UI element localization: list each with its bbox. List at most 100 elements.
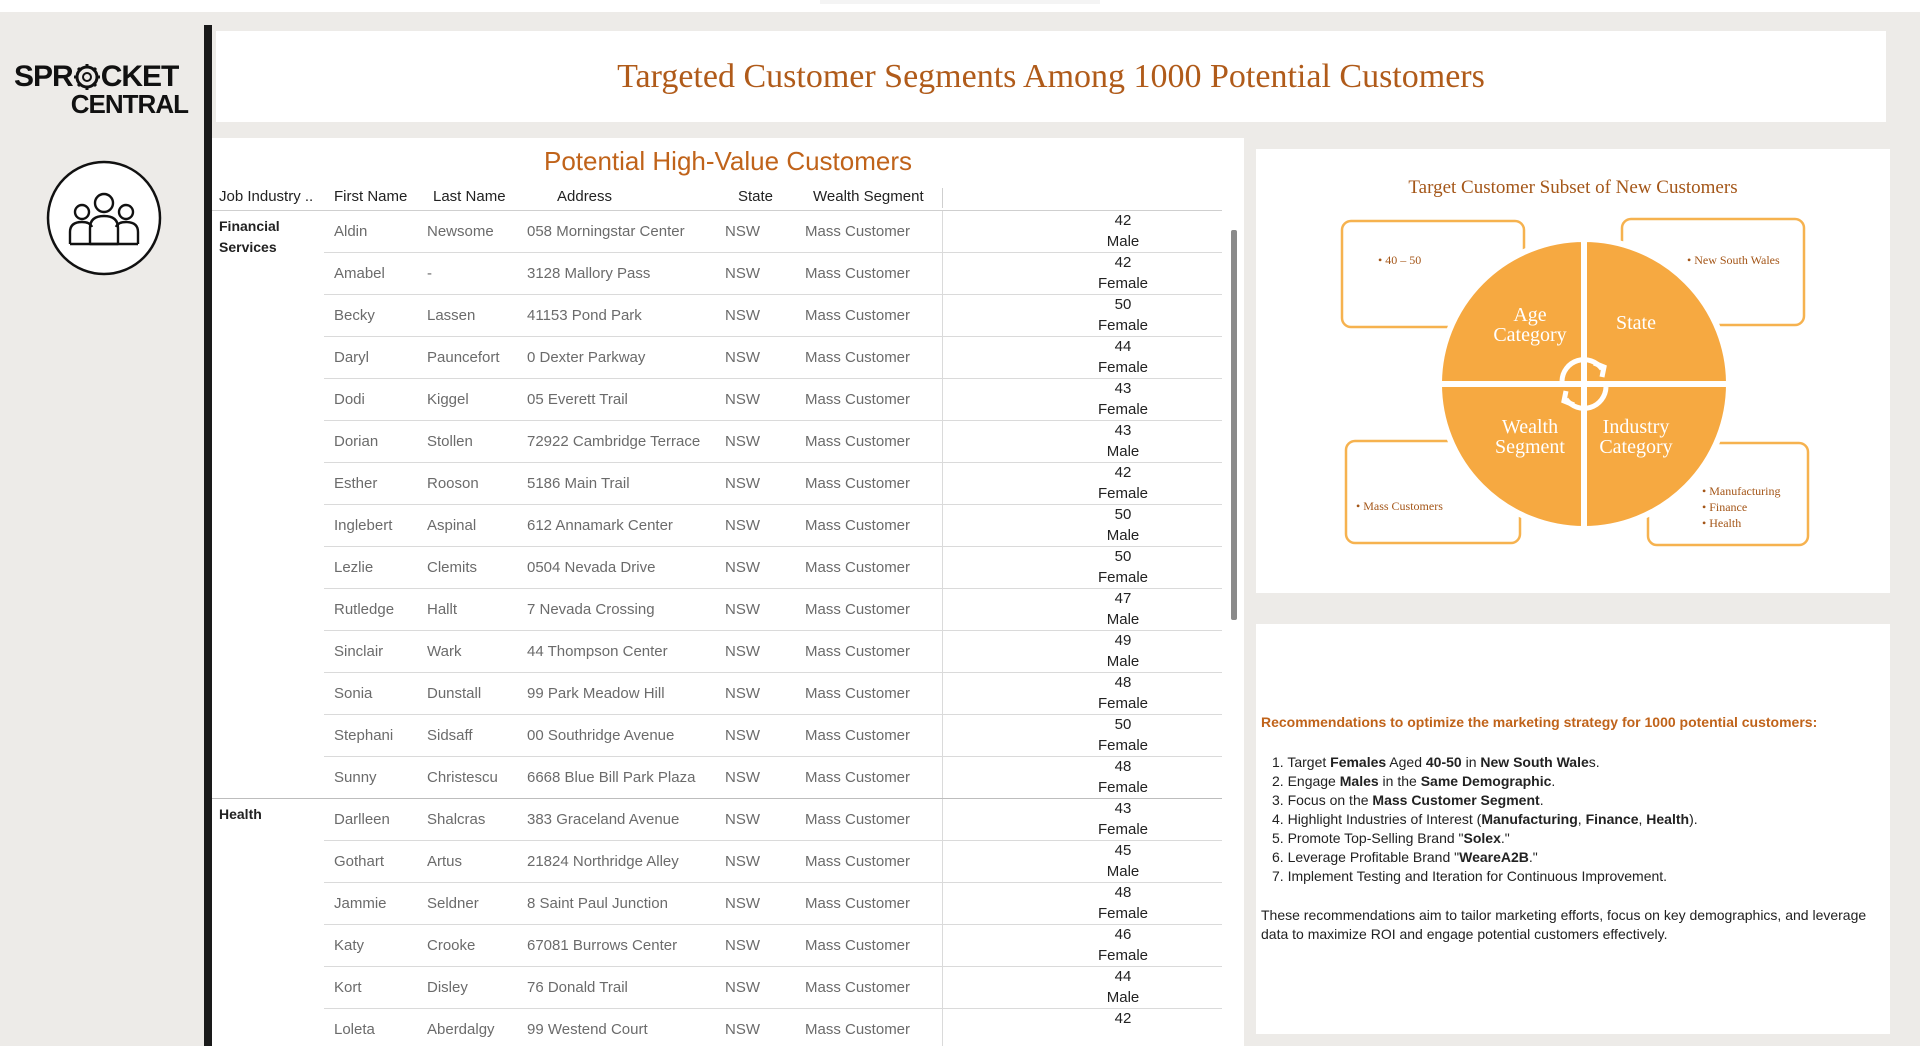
table-row[interactable]: Jammie Seldner 8 Saint Paul Junction NSW Mas… <box>212 883 1222 925</box>
table-row[interactable]: Daryl Pauncefort 0 Dexter Parkway NSW Mass C… <box>212 337 1222 379</box>
table-row[interactable]: Gothart Artus 21824 Northridge Alley NSW Mas… <box>212 841 1222 883</box>
row-divider <box>324 588 1222 589</box>
column-header-first-name[interactable]: First Name <box>334 188 408 205</box>
recommendation-text: Implement Testing and Iteration for Cont… <box>1287 868 1668 884</box>
cycle-arrows-icon <box>1559 357 1609 411</box>
column-header-job-industry[interactable]: Job Industry .. <box>219 188 314 205</box>
first-name-cell: Dodi <box>334 391 365 408</box>
table-row[interactable]: Becky Lassen 41153 Pond Park NSW Mass Custom… <box>212 295 1222 337</box>
last-name-cell: Lassen <box>427 307 476 324</box>
wealth-segment-cell: Mass Customer <box>805 643 911 660</box>
column-divider <box>942 295 943 337</box>
row-divider <box>324 672 1222 673</box>
age-cell: 42 <box>1114 254 1132 271</box>
column-header-wealth-segment[interactable]: Wealth Segment <box>813 188 924 205</box>
first-name-cell: Rutledge <box>334 601 395 618</box>
first-name-cell: Sonia <box>334 685 373 702</box>
table-row[interactable]: Kort Disley 76 Donald Trail NSW Mass Custome… <box>212 967 1222 1009</box>
table-row[interactable]: Amabel - 3128 Mallory Pass NSW Mass Customer… <box>212 253 1222 295</box>
age-cell: 50 <box>1114 548 1132 565</box>
row-divider <box>324 924 1222 925</box>
row-divider <box>324 504 1222 505</box>
address-cell: 72922 Cambridge Terrace <box>527 433 701 450</box>
recommendations-list: 1. Target Females Aged 40-50 in New Sout… <box>1272 753 1698 886</box>
wealth-segment-cell: Mass Customer <box>805 349 911 366</box>
job-industry-label-line2: Services <box>219 239 277 255</box>
table-row[interactable]: Aldin Newsome 058 Morningstar Center NSW Mas… <box>212 211 1222 253</box>
age-cell: 48 <box>1114 674 1132 691</box>
column-header-last-name[interactable]: Last Name <box>433 188 506 205</box>
state-callout-text: • New South Wales <box>1687 253 1780 267</box>
recommendation-number: 7. <box>1272 868 1284 884</box>
table-row[interactable]: Sonia Dunstall 99 Park Meadow Hill NSW Mass … <box>212 673 1222 715</box>
table-row[interactable]: Esther Rooson 5186 Main Trail NSW Mass Custo… <box>212 463 1222 505</box>
column-divider <box>942 547 943 589</box>
recommendation-number: 3. <box>1272 792 1284 808</box>
column-header-state[interactable]: State <box>738 188 774 205</box>
recommendation-text: in <box>1461 754 1481 770</box>
column-divider <box>942 967 943 1009</box>
column-divider <box>942 925 943 967</box>
last-name-cell: Aberdalgy <box>427 1021 495 1038</box>
industry-callout-manufacturing: • Manufacturing <box>1702 484 1781 498</box>
table-row[interactable]: Dodi Kiggel 05 Everett Trail NSW Mass Custom… <box>212 379 1222 421</box>
recommendation-emphasis: Mass Customer Segment <box>1372 792 1540 808</box>
table-row[interactable]: Inglebert Aspinal 612 Annamark Center NSW Ma… <box>212 505 1222 547</box>
gender-cell: Female <box>1097 779 1149 796</box>
last-name-cell: Pauncefort <box>427 349 500 366</box>
segment-diagram-card: Target Customer Subset of New Customers … <box>1256 149 1890 593</box>
table-row[interactable]: Sinclair Wark 44 Thompson Center NSW Mass Cu… <box>212 631 1222 673</box>
first-name-cell: Gothart <box>334 853 385 870</box>
industry-callout-finance: • Finance <box>1702 500 1747 514</box>
column-divider <box>942 253 943 295</box>
age-cell: 50 <box>1114 506 1132 523</box>
table-row[interactable]: Lezlie Clemits 0504 Nevada Drive NSW Mass Cu… <box>212 547 1222 589</box>
wealth-segment-cell: Mass Customer <box>805 1021 911 1038</box>
state-cell: NSW <box>725 895 760 912</box>
row-divider <box>324 378 1222 379</box>
customer-table-card: Potential High-Value Customers Job Indus… <box>212 138 1244 1046</box>
first-name-cell: Amabel <box>334 265 385 282</box>
table-row[interactable]: Dorian Stollen 72922 Cambridge Terrace NSW M… <box>212 421 1222 463</box>
wealth-segment-cell: Mass Customer <box>805 937 911 954</box>
sprocket-central-logo: SPR CKET CENTRAL <box>14 62 194 118</box>
recommendation-text: Aged <box>1386 754 1426 770</box>
job-industry-label-line1: Financial <box>219 218 280 234</box>
row-divider <box>324 882 1222 883</box>
last-name-cell: Stollen <box>427 433 473 450</box>
recommendation-number: 2. <box>1272 773 1284 789</box>
row-divider <box>324 546 1222 547</box>
recommendation-text: , <box>1577 811 1586 827</box>
segment-diagram: • 40 – 50 • New South Wales • Mass Custo… <box>1340 217 1810 547</box>
recommendation-emphasis: Finance <box>1585 811 1639 827</box>
column-divider <box>942 463 943 505</box>
dashboard-title: Targeted Customer Segments Among 1000 Po… <box>617 57 1485 95</box>
state-cell: NSW <box>725 433 760 450</box>
recommendation-emphasis: Males <box>1339 773 1379 789</box>
table-row[interactable]: Loleta Aberdalgy 99 Westend Court NSW Mass C… <box>212 1009 1222 1046</box>
column-divider <box>942 589 943 631</box>
wealth-segment-cell: Mass Customer <box>805 307 911 324</box>
state-cell: NSW <box>725 937 760 954</box>
address-cell: 612 Annamark Center <box>527 517 673 534</box>
table-row[interactable]: Sunny Christescu 6668 Blue Bill Park Plaza… <box>212 757 1222 799</box>
column-divider <box>942 841 943 883</box>
state-cell: NSW <box>725 475 760 492</box>
gender-cell: Male <box>1106 653 1140 670</box>
age-cell: 45 <box>1114 842 1132 859</box>
table-row[interactable]: Rutledge Hallt 7 Nevada Crossing NSW Mass Cu… <box>212 589 1222 631</box>
table-row[interactable]: Darlleen Shalcras 383 Graceland Avenue NSW M… <box>212 799 1222 841</box>
address-cell: 6668 Blue Bill Park Plaza <box>527 769 696 786</box>
table-row[interactable]: Katy Crooke 67081 Burrows Center NSW Mass Cu… <box>212 925 1222 967</box>
column-header-address[interactable]: Address <box>557 188 613 205</box>
last-name-cell: Artus <box>427 853 463 870</box>
wealth-segment-cell: Mass Customer <box>805 769 911 786</box>
row-divider <box>324 966 1222 967</box>
gender-cell: Female <box>1097 317 1149 334</box>
state-cell: NSW <box>725 307 760 324</box>
wealth-segment-cell: Mass Customer <box>805 727 911 744</box>
quadrant-wealth-segment <box>1435 381 1587 533</box>
table-scrollbar-thumb[interactable] <box>1231 230 1237 620</box>
age-cell: 42 <box>1114 1010 1132 1027</box>
table-row[interactable]: Stephani Sidsaff 00 Southridge Avenue NSW Ma… <box>212 715 1222 757</box>
